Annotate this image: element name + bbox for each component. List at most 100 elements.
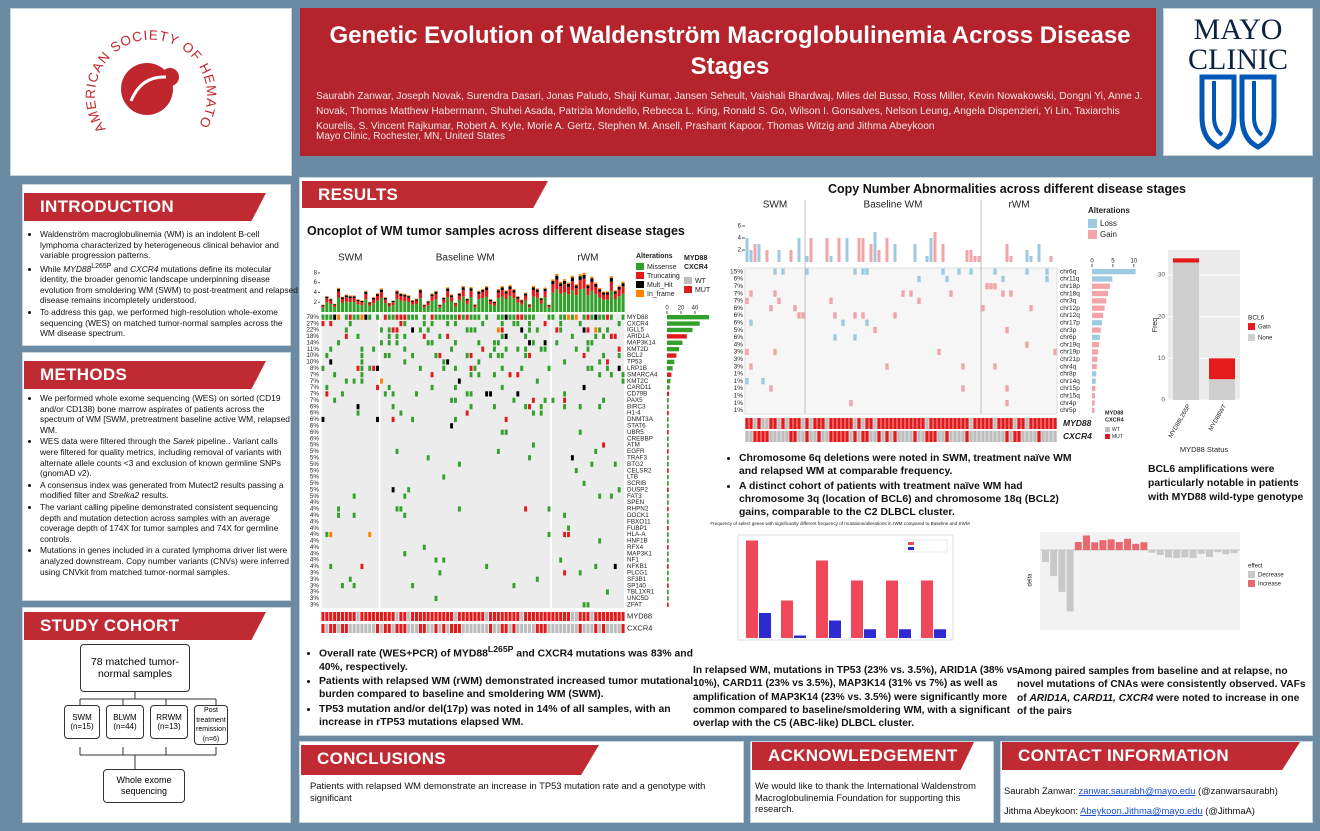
- mutation-cell: [387, 340, 391, 346]
- status-cell: [945, 431, 949, 442]
- mutation-cell: [563, 570, 567, 576]
- delta-bar: [1066, 550, 1074, 612]
- status-cell: [941, 418, 945, 429]
- tmb-bar: [375, 293, 380, 295]
- chromosome-percent: 1%: [734, 385, 744, 392]
- mutation-cell: [469, 327, 473, 333]
- chromosome-label: chr15q: [1060, 392, 1080, 399]
- mutation-cell: [582, 480, 586, 486]
- mutation-cell: [465, 327, 469, 333]
- tmb-bar: [430, 300, 434, 312]
- gene-percent: 10%: [306, 352, 319, 359]
- status-cell: [570, 624, 574, 633]
- cna-cell: [957, 268, 961, 275]
- mutation-cell: [399, 506, 403, 512]
- text-run: MYD88: [63, 263, 92, 274]
- tmb-bar: [461, 296, 465, 312]
- mutation-cell: [504, 346, 508, 352]
- gene-percent: 4%: [310, 544, 320, 551]
- status-cell: [399, 612, 403, 621]
- status-cell: [379, 612, 383, 621]
- chromosome-label: chr18q: [1060, 290, 1080, 297]
- cna-count-bar: [973, 256, 977, 262]
- gene-percent: 79%: [306, 314, 319, 321]
- tmb-bar: [477, 291, 481, 294]
- gene-label: BIRC3: [627, 403, 646, 410]
- mutation-cell: [504, 429, 508, 435]
- status-cell: [821, 431, 825, 442]
- mutation-cell: [535, 576, 539, 582]
- tmb-bar: [605, 292, 610, 295]
- mutation-cell: [434, 595, 438, 602]
- tmb-bar: [422, 304, 426, 306]
- mutation-cell: [469, 404, 473, 410]
- cna-count-bar: [837, 238, 841, 262]
- cna-cell: [853, 268, 857, 275]
- legend-title: CXCR4: [1105, 417, 1125, 423]
- cna-cell: [761, 378, 765, 385]
- mutation-cell: [492, 340, 496, 346]
- status-cell: [1005, 431, 1009, 442]
- tmb-bar: [524, 293, 528, 296]
- tmb-bar: [321, 307, 325, 312]
- mutation-cell: [395, 327, 399, 333]
- tmb-bar: [438, 307, 442, 312]
- status-cell: [909, 431, 913, 442]
- tmb-bar: [559, 283, 563, 287]
- mutation-cell: [489, 391, 492, 397]
- status-cell: [997, 418, 1001, 429]
- mutation-cell: [563, 512, 567, 518]
- legend-title: Alterations: [636, 253, 673, 260]
- tmb-bar: [500, 287, 504, 291]
- freq-bar: [934, 629, 946, 638]
- gene-percent: 3%: [310, 582, 320, 589]
- tmb-bar: [469, 288, 473, 291]
- status-cell: [438, 624, 442, 633]
- status-cell: [535, 624, 539, 633]
- cna-count-bar: [797, 238, 801, 262]
- tmb-bar: [418, 290, 422, 293]
- tmb-bar: [399, 293, 403, 295]
- status-cell: [865, 431, 869, 442]
- mutation-cell: [426, 340, 430, 346]
- mutation-cell: [528, 404, 531, 410]
- mutation-cell: [606, 359, 609, 365]
- gene-frequency-bar: [667, 442, 669, 448]
- chromosome-percent: 1%: [734, 371, 744, 378]
- status-cell: [500, 624, 504, 633]
- tmb-bar: [446, 297, 450, 312]
- tmb-bar: [336, 297, 341, 312]
- status-cell: [913, 431, 917, 442]
- legend-swatch: [636, 281, 644, 288]
- status-cell: [461, 624, 465, 633]
- status-cell: [833, 431, 837, 442]
- cna-cell: [801, 312, 805, 319]
- tmb-bar: [344, 297, 348, 302]
- cna-cell: [749, 319, 753, 326]
- cna-frequency-bar: [1092, 327, 1101, 333]
- status-cell: [1037, 418, 1041, 429]
- status-cell: [492, 612, 496, 621]
- mutation-cell: [531, 397, 535, 403]
- status-cell: [516, 612, 520, 621]
- mutation-cell: [570, 314, 574, 320]
- tmb-bar: [594, 294, 598, 312]
- status-cell: [527, 624, 532, 633]
- flow-n: (n=13): [157, 722, 181, 731]
- gene-label: HLA-A: [627, 531, 646, 538]
- status-cell: [344, 612, 348, 621]
- gene-label: TP53: [627, 359, 643, 366]
- tmb-bar: [516, 296, 520, 298]
- tmb-bar: [590, 281, 594, 291]
- mutation-cell: [325, 314, 329, 320]
- tmb-bar: [453, 304, 458, 307]
- mutation-cell: [442, 474, 446, 480]
- status-cell: [757, 431, 761, 442]
- tmb-bar: [368, 302, 372, 304]
- mutation-cell: [325, 391, 329, 397]
- mutation-cell: [333, 372, 337, 378]
- tmb-bar: [375, 295, 380, 301]
- mutation-cell: [434, 314, 438, 320]
- status-cell: [1021, 418, 1025, 429]
- cna-cell: [961, 363, 965, 370]
